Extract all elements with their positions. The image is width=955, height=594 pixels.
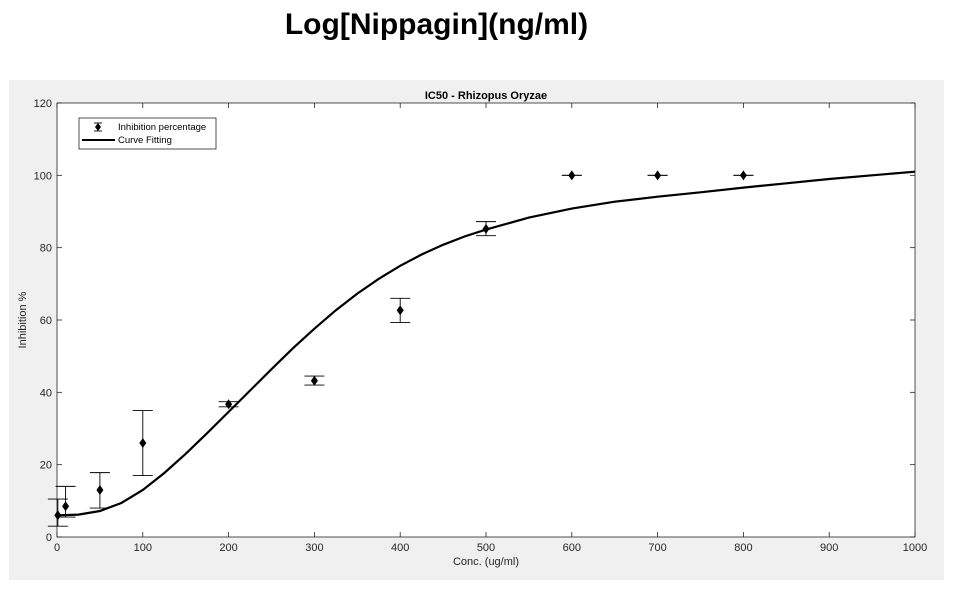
y-tick-label: 60 <box>40 315 52 327</box>
x-axis-label: Conc. (ug/ml) <box>453 556 519 568</box>
legend-label-points: Inhibition percentage <box>118 122 206 133</box>
page-title: Log[Nippagin](ng/ml) <box>284 8 589 41</box>
plot-area <box>56 102 916 538</box>
x-tick-label: 800 <box>734 542 752 554</box>
data-point <box>739 170 747 181</box>
legend-marker-diamond <box>95 123 101 131</box>
chart: 0 100 200 300 400 500 600 700 800 900 1000 0 20 40 60 8… <box>17 90 927 568</box>
data-point <box>396 305 404 316</box>
x-tick-label: 900 <box>820 542 838 554</box>
data-point <box>96 484 104 495</box>
y-tick-label: 20 <box>40 460 52 472</box>
x-tick-label: 500 <box>477 542 495 554</box>
x-tick-label: 300 <box>305 542 323 554</box>
figure-panel: 0 100 200 300 400 500 600 700 800 900 1000 0 20 40 60 8… <box>9 80 944 580</box>
x-tick-label: 0 <box>54 542 60 554</box>
y-tick-label: 100 <box>34 170 52 182</box>
y-tick-label: 80 <box>40 243 52 255</box>
data-point <box>54 510 62 521</box>
fit-curve-line <box>56 170 916 517</box>
x-tick-label: 100 <box>134 542 152 554</box>
y-tick-label: 120 <box>34 98 52 110</box>
data-point <box>139 437 147 448</box>
x-tick-label: 200 <box>219 542 237 554</box>
data-point <box>62 501 70 512</box>
legend-label-fit: Curve Fitting <box>118 135 172 146</box>
x-tick-label: 1000 <box>903 542 927 554</box>
data-point <box>654 170 662 181</box>
y-tick-label: 0 <box>46 532 52 544</box>
data-point <box>225 399 233 410</box>
y-axis-label: Inhibition % <box>17 291 29 348</box>
chart-title: IC50 - Rhizopus Oryzae <box>425 90 547 102</box>
data-point <box>482 223 490 234</box>
data-point <box>310 375 318 386</box>
x-tick-label: 700 <box>648 542 666 554</box>
data-point <box>568 170 576 181</box>
x-tick-label: 600 <box>563 542 581 554</box>
x-tick-label: 400 <box>391 542 409 554</box>
y-tick-label: 40 <box>40 387 52 399</box>
